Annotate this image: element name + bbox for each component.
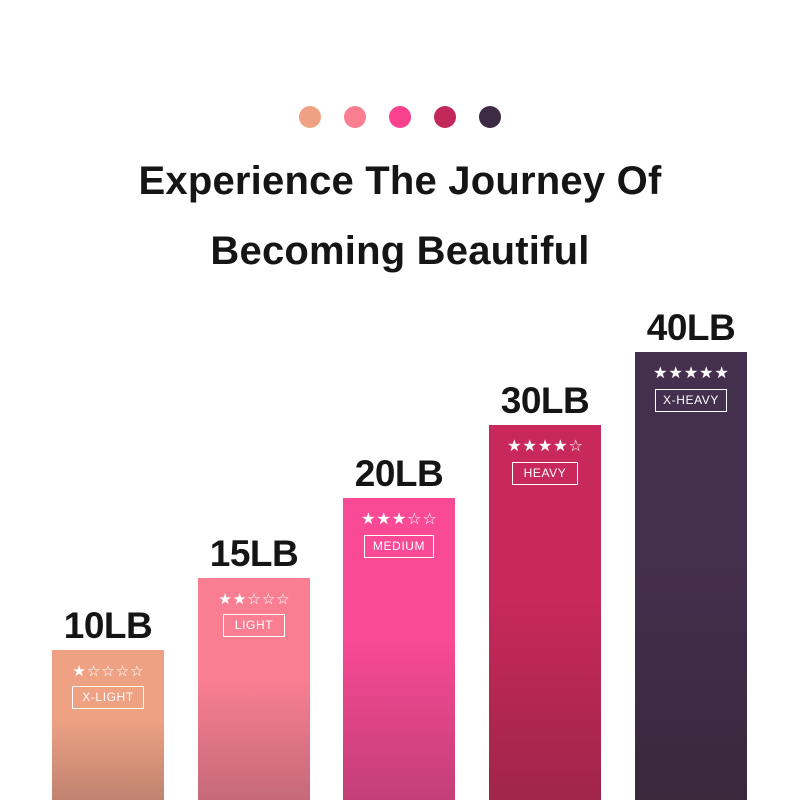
dot-x-light-icon [299,106,321,128]
bar-body: ★ ★ ★ ★ ☆ HEAVY [489,425,601,800]
star-filled-icon: ★ [683,365,699,382]
bar-label-stack: ★ ☆ ☆ ☆ ☆ X-LIGHT [52,664,164,709]
star-rating: ★ ★ ☆ ☆ ☆ [218,592,289,607]
star-filled-icon: ★ [553,438,568,455]
star-empty-icon: ☆ [422,511,437,528]
star-filled-icon: ★ [537,438,553,455]
star-rating: ★ ☆ ☆ ☆ ☆ [72,664,143,679]
star-rating: ★ ★ ★ ☆ ☆ [361,512,437,528]
star-filled-icon: ★ [699,365,714,382]
star-empty-icon: ☆ [568,438,583,455]
bar-label-stack: ★ ★ ★ ★ ★ X-HEAVY [635,366,747,412]
star-filled-icon: ★ [72,663,86,680]
dot-medium-icon [389,106,411,128]
bar-label-stack: ★ ★ ★ ☆ ☆ MEDIUM [343,512,455,558]
star-empty-icon: ☆ [247,591,261,608]
bar-body: ★ ★ ★ ☆ ☆ MEDIUM [343,498,455,800]
bar-body: ★ ★ ☆ ☆ ☆ LIGHT [198,578,310,800]
star-filled-icon: ★ [376,511,391,528]
level-badge: X-HEAVY [655,389,727,412]
star-filled-icon: ★ [668,365,683,382]
bar-body: ★ ★ ★ ★ ★ X-HEAVY [635,352,747,800]
bar-group-30lb[interactable]: 30LB ★ ★ ★ ★ ☆ HEAVY [489,382,601,800]
bar-weight-label: 30LB [500,380,590,421]
star-rating: ★ ★ ★ ★ ☆ [507,439,583,455]
bar-label-stack: ★ ★ ☆ ☆ ☆ LIGHT [198,592,310,637]
star-rating: ★ ★ ★ ★ ★ [653,366,729,382]
dot-heavy-icon [434,106,456,128]
star-filled-icon: ★ [522,438,537,455]
color-dot-row [0,106,800,128]
star-filled-icon: ★ [361,511,376,528]
headline-line-1: Experience The Journey Of [138,159,662,203]
star-filled-icon: ★ [218,591,232,608]
star-empty-icon: ☆ [101,663,115,680]
page-title: Experience The Journey Of Becoming Beaut… [0,146,800,286]
star-filled-icon: ★ [714,365,729,382]
star-empty-icon: ☆ [276,591,290,608]
level-badge: X-LIGHT [72,686,144,709]
star-empty-icon: ☆ [407,511,422,528]
star-empty-icon: ☆ [86,663,101,680]
star-empty-icon: ☆ [261,591,276,608]
star-filled-icon: ★ [232,591,247,608]
bar-weight-label: 10LB [63,605,153,646]
headline-line-2: Becoming Beautiful [210,229,590,273]
level-badge: MEDIUM [363,535,435,558]
bar-weight-label: 20LB [354,453,444,494]
star-empty-icon: ☆ [130,663,144,680]
level-badge: HEAVY [511,462,579,485]
bar-body: ★ ☆ ☆ ☆ ☆ X-LIGHT [52,650,164,800]
bar-group-10lb[interactable]: 10LB ★ ☆ ☆ ☆ ☆ X-LIGHT [52,607,164,800]
bar-group-20lb[interactable]: 20LB ★ ★ ★ ☆ ☆ MEDIUM [343,455,455,800]
level-badge: LIGHT [222,614,286,637]
dot-x-heavy-icon [479,106,501,128]
star-filled-icon: ★ [507,438,522,455]
dot-light-icon [344,106,366,128]
bar-group-15lb[interactable]: 15LB ★ ★ ☆ ☆ ☆ LIGHT [198,535,310,800]
star-filled-icon: ★ [391,511,407,528]
bar-weight-label: 40LB [646,307,736,348]
bar-weight-label: 15LB [209,533,299,574]
bar-group-40lb[interactable]: 40LB ★ ★ ★ ★ ★ X-HEAVY [635,309,747,800]
bar-label-stack: ★ ★ ★ ★ ☆ HEAVY [489,439,601,485]
star-filled-icon: ★ [653,365,668,382]
star-empty-icon: ☆ [115,663,130,680]
